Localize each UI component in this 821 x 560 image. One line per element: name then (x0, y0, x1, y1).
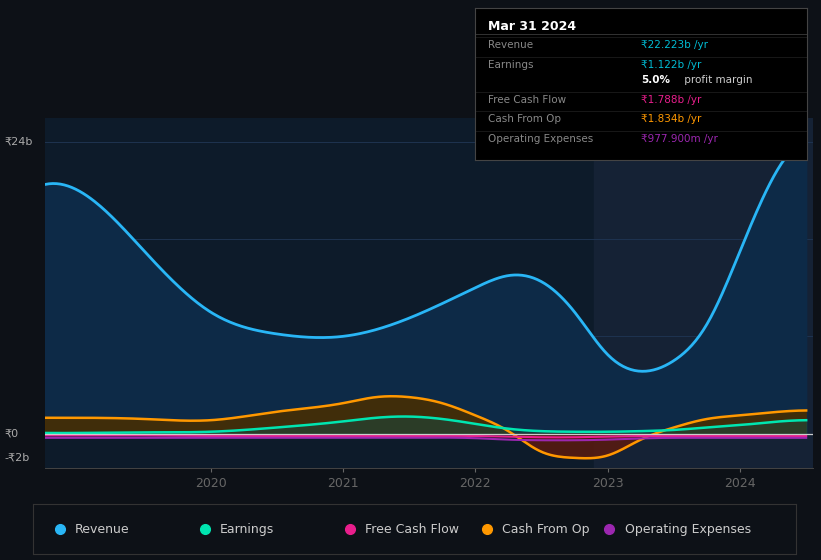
Text: ₹1.834b /yr: ₹1.834b /yr (641, 114, 701, 124)
Text: Revenue: Revenue (488, 40, 533, 50)
Text: -₹2b: -₹2b (4, 453, 30, 463)
Text: Operating Expenses: Operating Expenses (488, 134, 593, 144)
Text: Cash From Op: Cash From Op (502, 522, 590, 536)
Text: Operating Expenses: Operating Expenses (625, 522, 750, 536)
Text: profit margin: profit margin (681, 75, 752, 85)
Text: ₹1.122b /yr: ₹1.122b /yr (641, 60, 701, 70)
Text: Mar 31 2024: Mar 31 2024 (488, 21, 576, 34)
Text: ₹24b: ₹24b (4, 137, 33, 147)
Text: Earnings: Earnings (488, 60, 534, 70)
Text: ₹22.223b /yr: ₹22.223b /yr (641, 40, 708, 50)
Text: Revenue: Revenue (75, 522, 130, 536)
Text: Cash From Op: Cash From Op (488, 114, 561, 124)
Text: Free Cash Flow: Free Cash Flow (365, 522, 459, 536)
Bar (594, 118, 813, 468)
Text: ₹1.788b /yr: ₹1.788b /yr (641, 95, 701, 105)
Text: ₹977.900m /yr: ₹977.900m /yr (641, 134, 718, 144)
Text: Earnings: Earnings (220, 522, 274, 536)
Text: Free Cash Flow: Free Cash Flow (488, 95, 566, 105)
Text: 5.0%: 5.0% (641, 75, 670, 85)
Text: ₹0: ₹0 (4, 428, 18, 438)
